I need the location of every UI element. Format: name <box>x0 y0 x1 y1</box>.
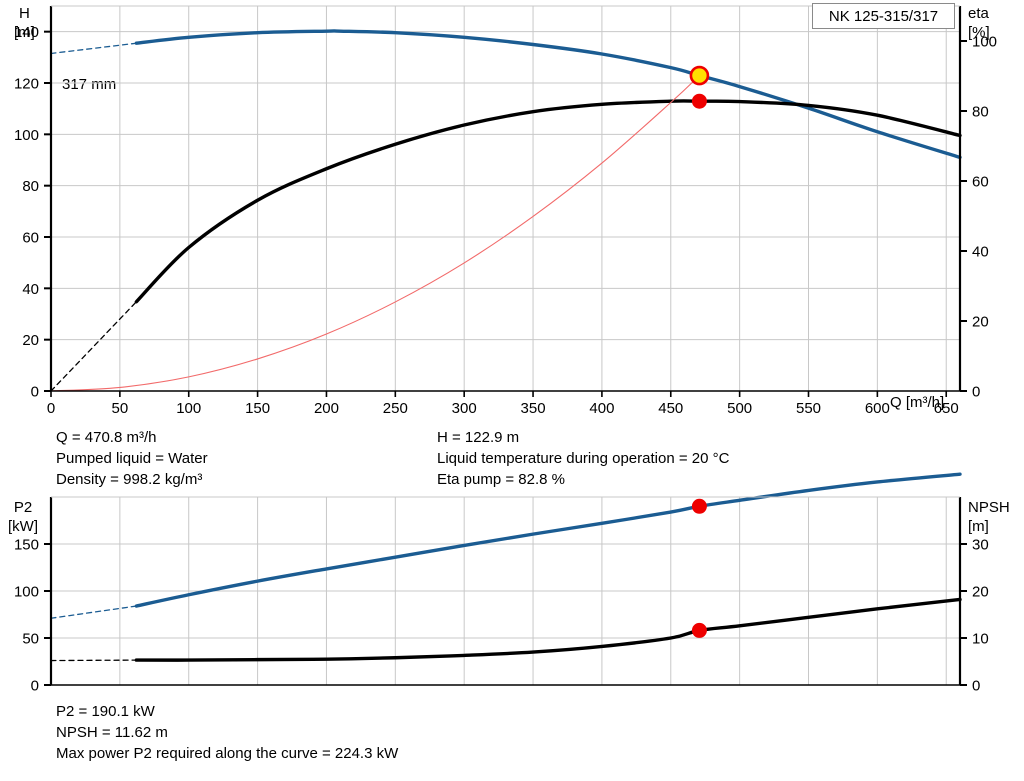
impeller-diameter-label: 317 mm <box>62 76 117 93</box>
duty-point-marker-ring <box>689 65 710 86</box>
tick-label-x: 100 <box>176 400 201 417</box>
tick-label-x: 150 <box>245 400 270 417</box>
bottom-chart-tick-labels: 0 50 100 150 0 10 20 30 <box>14 537 989 695</box>
info-eta-pump: Eta pump = 82.8 % <box>437 471 565 488</box>
tick-label-right: 0 <box>972 678 980 695</box>
tick-label-right: 20 <box>972 584 989 601</box>
eta-axis-unit: [%] <box>968 24 990 41</box>
tick-label-right: 100 <box>972 34 997 51</box>
tick-label-x: 500 <box>727 400 752 417</box>
duty-info-top-col2: H = 122.9 m Liquid temperature during op… <box>437 427 729 490</box>
tick-label-left: 100 <box>14 127 39 144</box>
top-right-axis-title: eta [%] <box>968 4 990 42</box>
tick-label-left: 140 <box>14 24 39 41</box>
tick-label-x: 200 <box>314 400 339 417</box>
tick-label-left: 100 <box>14 584 39 601</box>
top-chart-gridlines <box>50 6 960 392</box>
tick-label-right: 20 <box>972 314 989 331</box>
tick-label-x: 50 <box>112 400 129 417</box>
tick-label-right: 40 <box>972 244 989 261</box>
curve-p2-extension-dashed- <box>50 605 138 619</box>
tick-label-x: 400 <box>589 400 614 417</box>
duty-point-marker <box>691 622 707 638</box>
tick-label-left: 0 <box>31 678 39 695</box>
bottom-left-axis-title: P2 [kW] <box>8 498 38 536</box>
curve-p2-power- <box>134 472 962 608</box>
pump-model-badge: NK 125-315/317 <box>812 3 955 29</box>
curve-h-head-317-mm <box>134 29 962 160</box>
tick-label-right: 30 <box>972 537 989 554</box>
duty-info-bottom: P2 = 190.1 kW NPSH = 11.62 m Max power P… <box>56 701 398 764</box>
curve-npsh <box>134 597 962 662</box>
duty-point-marker <box>691 498 707 514</box>
bottom-chart-duty-points <box>691 498 707 638</box>
tick-label-x: 650 <box>934 400 959 417</box>
curve-h-extension-dashed- <box>50 42 138 55</box>
tick-label-x: 300 <box>452 400 477 417</box>
h-axis-unit: [m] <box>14 24 35 41</box>
top-chart-tick-labels: 0 20 40 60 80 100 120 140 0 20 40 60 80 100 0 50 100 150 2… <box>14 24 997 417</box>
bottom-chart-axes <box>44 496 967 686</box>
top-left-axis-title: H [m] <box>14 4 35 42</box>
duty-point-marker <box>691 93 707 109</box>
npsh-axis-unit: [m] <box>968 518 989 535</box>
tick-label-left: 0 <box>31 384 39 401</box>
tick-label-left: 40 <box>22 281 39 298</box>
tick-label-right: 10 <box>972 631 989 648</box>
top-chart-axes <box>44 5 967 397</box>
info-max-power: Max power P2 required along the curve = … <box>56 745 399 762</box>
tick-label-left: 60 <box>22 230 39 247</box>
curve-eta-efficiency- <box>134 99 962 304</box>
p2-axis-unit: [kW] <box>8 518 38 535</box>
top-chart-duty-points <box>689 65 710 109</box>
bottom-chart-curves <box>50 472 962 662</box>
tick-label-left: 80 <box>22 178 39 195</box>
curve-system-pipe-curve <box>50 75 700 392</box>
info-flow: Q = 470.8 m³/h <box>56 429 157 446</box>
tick-label-x: 550 <box>796 400 821 417</box>
info-density: Density = 998.2 kg/m³ <box>56 471 203 488</box>
info-liquid-temperature: Liquid temperature during operation = 20… <box>437 450 730 467</box>
info-head: H = 122.9 m <box>437 429 520 446</box>
duty-info-top-col1: Q = 470.8 m³/h Pumped liquid = Water Den… <box>56 427 208 490</box>
info-npsh: NPSH = 11.62 m <box>56 724 168 741</box>
tick-label-left: 20 <box>22 332 39 349</box>
tick-label-right: 0 <box>972 384 980 401</box>
tick-label-x: 350 <box>521 400 546 417</box>
q-axis-label: Q [m³/h] <box>890 394 945 411</box>
npsh-axis-title: NPSH <box>968 499 1010 516</box>
bottom-right-axis-title: NPSH [m] <box>968 498 1010 536</box>
top-chart-curves <box>50 29 962 392</box>
h-axis-title: H <box>19 5 30 22</box>
tick-label-right: 80 <box>972 104 989 121</box>
tick-label-left: 50 <box>22 631 39 648</box>
info-pumped-liquid: Pumped liquid = Water <box>56 450 208 467</box>
bottom-chart-gridlines <box>50 497 960 686</box>
tick-label-x: 0 <box>47 400 55 417</box>
tick-label-x: 600 <box>865 400 890 417</box>
tick-label-x: 450 <box>658 400 683 417</box>
tick-label-left: 120 <box>14 76 39 93</box>
tick-label-left: 150 <box>14 537 39 554</box>
pump-model-label: NK 125-315/317 <box>828 7 939 25</box>
curve-eta-extension-dashed- <box>50 301 138 392</box>
p2-axis-title: P2 <box>13 499 33 516</box>
tick-label-x: 250 <box>383 400 408 417</box>
info-p2: P2 = 190.1 kW <box>56 703 155 720</box>
eta-axis-title: eta <box>968 5 989 22</box>
tick-label-right: 60 <box>972 174 989 191</box>
